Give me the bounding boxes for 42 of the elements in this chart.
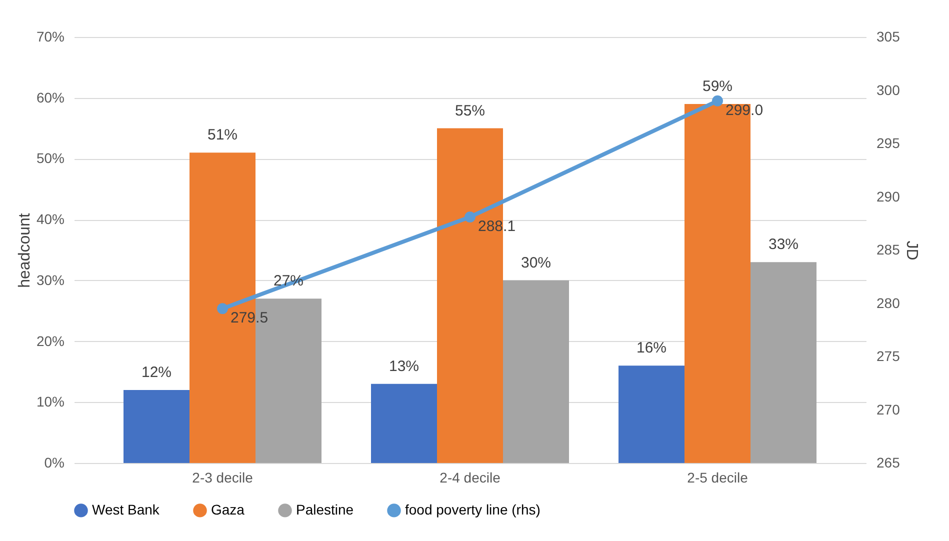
y2-tick-label: 270 xyxy=(876,401,900,418)
y-tick-label: 20% xyxy=(36,332,64,349)
bar xyxy=(750,262,816,463)
y-tick-label: 50% xyxy=(36,150,64,166)
y2-tick-label: 275 xyxy=(876,348,900,364)
point xyxy=(464,212,476,222)
data-label: 51% xyxy=(207,126,238,144)
legend-label: food poverty line (rhs) xyxy=(405,501,540,518)
y2-tick-label: 265 xyxy=(876,454,900,470)
y2-tick-label: 280 xyxy=(876,294,900,311)
bar xyxy=(503,280,569,463)
x-tick-label: 2-4 decile xyxy=(440,470,501,486)
data-label: 12% xyxy=(141,364,172,381)
legend-label: Palestine xyxy=(296,501,354,518)
point xyxy=(217,303,228,314)
legend-label: Gaza xyxy=(211,501,245,518)
bar xyxy=(124,390,190,463)
y-tick-label: 30% xyxy=(36,272,64,288)
y-tick-label: 40% xyxy=(36,211,64,228)
y-tick-label: 70% xyxy=(36,28,64,44)
legend-label: West Bank xyxy=(92,501,160,518)
y2-tick-label: 290 xyxy=(876,188,900,204)
data-label: 16% xyxy=(636,340,667,357)
data-label: 59% xyxy=(702,78,733,95)
y2-tick-label: 300 xyxy=(876,82,900,98)
data-label: 33% xyxy=(768,236,799,254)
y2-tick-label: 295 xyxy=(876,135,900,151)
bar xyxy=(618,366,684,463)
y-tick-label: 60% xyxy=(36,89,64,106)
data-label: 30% xyxy=(520,254,552,272)
y-axis-title: headcount xyxy=(16,212,34,288)
y2-axis-title: JD xyxy=(902,240,920,260)
y-tick-label: 10% xyxy=(36,394,64,410)
data-label: 13% xyxy=(388,358,420,375)
x-tick-label: 2-3 decile xyxy=(192,470,254,486)
point xyxy=(712,95,723,106)
x-tick-label: 2-5 decile xyxy=(687,470,748,486)
y2-tick-label: 285 xyxy=(876,242,900,258)
y-tick-label: 0% xyxy=(44,454,64,470)
y2-tick-label: 305 xyxy=(876,28,900,44)
bar xyxy=(371,384,437,463)
data-label: 55% xyxy=(454,102,486,120)
